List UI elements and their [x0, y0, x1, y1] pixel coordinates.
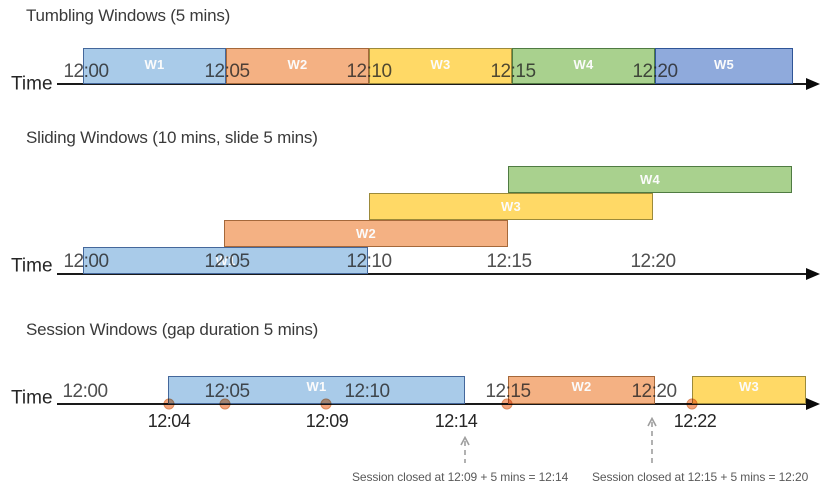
tumbling-window-label-w1: W1	[144, 56, 165, 72]
sliding-tick-12-10: 12:10	[346, 251, 392, 272]
session-tick-12-10: 12:10	[344, 381, 390, 402]
tumbling-tick-12-05: 12:05	[204, 61, 250, 82]
session-axis-sublabel-12-04: 12:04	[147, 411, 191, 431]
session-tick-12-05: 12:05	[204, 381, 250, 402]
session-event-dot	[219, 398, 231, 410]
tumbling-window-label-w2: W2	[287, 56, 308, 72]
sliding-tick-12-15: 12:15	[486, 251, 532, 272]
tumbling-window-box-w2: W2	[226, 48, 369, 84]
session-close-annotation-0: Session closed at 12:09 + 5 mins = 12:14	[352, 470, 569, 484]
sliding-tick-12-05: 12:05	[204, 251, 250, 272]
time-axis-label-sliding: Time	[11, 255, 53, 277]
sliding-time-axis	[57, 273, 807, 275]
sliding-window-label-w2: W2	[355, 226, 377, 241]
tumbling-time-axis	[57, 83, 807, 85]
session-window-label-w1: W1	[306, 378, 327, 394]
session-tick-12-20: 12:20	[631, 381, 677, 402]
sliding-section-title: Sliding Windows (10 mins, slide 5 mins)	[26, 128, 318, 147]
tumbling-window-label-w5: W5	[713, 56, 735, 72]
session-event-dot	[163, 398, 175, 410]
session-callout-arrow-icon	[646, 416, 658, 464]
session-event-dot	[501, 398, 513, 410]
session-window-box-w2: W2	[508, 376, 655, 404]
session-axis-arrowhead-icon	[806, 398, 820, 410]
sliding-window-box-w1: W1	[83, 247, 368, 274]
sliding-window-label-w1: W1	[215, 253, 236, 268]
session-event-dot	[686, 398, 698, 410]
sliding-window-label-w3: W3	[500, 199, 522, 214]
tumbling-window-box-w3: W3	[369, 48, 512, 84]
session-axis-sublabel-12-22: 12:22	[673, 411, 717, 431]
sliding-window-box-w3: W3	[369, 193, 653, 220]
sliding-window-box-w2: W2	[224, 220, 508, 247]
tumbling-tick-12-15: 12:15	[490, 61, 536, 82]
session-section-title: Session Windows (gap duration 5 mins)	[26, 320, 319, 339]
tumbling-window-box-w1: W1	[83, 48, 226, 84]
time-axis-label-tumbling: Time	[11, 73, 53, 95]
tumbling-window-label-w4: W4	[573, 56, 594, 72]
session-tick-12-00: 12:00	[62, 381, 108, 402]
session-close-annotation-1: Session closed at 12:15 + 5 mins = 12:20	[592, 470, 809, 484]
session-axis-sublabel-12-09: 12:09	[305, 411, 349, 431]
sliding-window-box-w4: W4	[508, 166, 792, 193]
sliding-tick-12-00: 12:00	[63, 251, 109, 272]
sliding-window-label-w4: W4	[639, 172, 661, 187]
session-window-label-w3: W3	[738, 378, 760, 394]
time-axis-label-session: Time	[11, 387, 53, 409]
session-callout-arrow-icon	[459, 435, 471, 464]
tumbling-window-box-w4: W4	[512, 48, 655, 84]
session-window-box-w3: W3	[692, 376, 806, 404]
tumbling-window-label-w3: W3	[430, 56, 451, 72]
tumbling-section-title: Tumbling Windows (5 mins)	[26, 6, 231, 25]
session-window-box-w1: W1	[168, 376, 465, 404]
tumbling-tick-12-00: 12:00	[63, 61, 109, 82]
sliding-axis-arrowhead-icon	[806, 268, 820, 280]
tumbling-window-box-w5: W5	[655, 48, 793, 84]
session-event-dot	[320, 398, 332, 410]
tumbling-tick-12-20: 12:20	[632, 61, 678, 82]
session-axis-sublabel-12-14: 12:14	[434, 411, 478, 431]
session-time-axis	[57, 403, 807, 405]
session-window-label-w2: W2	[571, 378, 592, 394]
session-tick-12-15: 12:15	[485, 381, 531, 402]
tumbling-axis-arrowhead-icon	[806, 78, 820, 90]
tumbling-tick-12-10: 12:10	[346, 61, 392, 82]
sliding-tick-12-20: 12:20	[630, 251, 676, 272]
